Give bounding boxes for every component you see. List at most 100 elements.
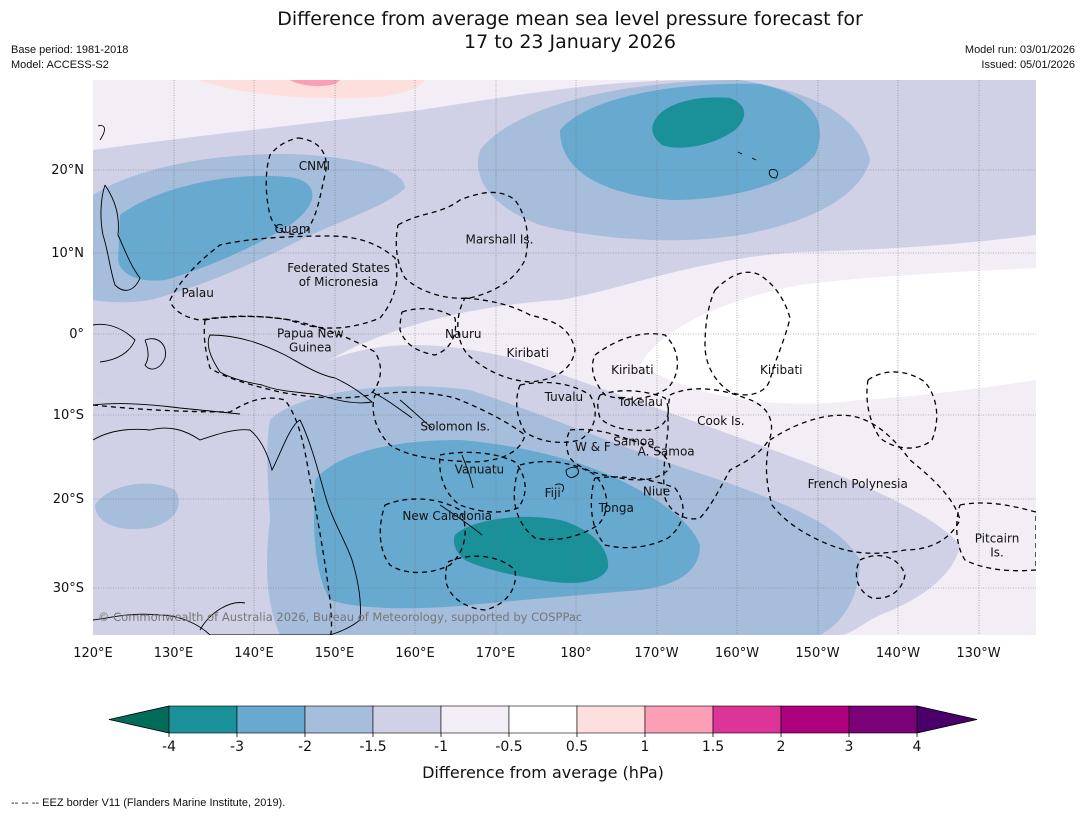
region-label-fiji: Fiji <box>545 486 561 500</box>
region-label-line: Tokelau <box>617 395 663 409</box>
colorbar-title: Difference from average (hPa) <box>422 763 664 782</box>
colorbar-label-2: -2 <box>298 739 312 755</box>
eez-png <box>203 315 382 399</box>
lon-label-5: 170°E <box>476 646 516 661</box>
colorbar-extend-high <box>916 705 978 734</box>
anomaly-white-north-pacific <box>640 268 1036 404</box>
colorbar-bin-2 <box>304 705 374 734</box>
region-label-solomon: Solomon Is. <box>420 420 490 434</box>
eez-kiribati-phoenix <box>591 333 679 400</box>
region-label-pitcairn: Pitcairn Is. <box>975 532 1020 560</box>
region-label-line: Guinea <box>289 341 332 355</box>
colorbar-label-8: 1.5 <box>702 739 724 755</box>
lon-label-4: 160°E <box>395 646 435 661</box>
pressure-anomaly-fields <box>93 80 1036 635</box>
colorbar-bin-1 <box>236 705 306 734</box>
coast-philippines <box>97 125 141 291</box>
eez-marquesas <box>866 371 938 449</box>
eez-solomon <box>372 391 526 463</box>
colorbar-bin-3 <box>372 705 442 734</box>
map-title: Difference from average mean sea level p… <box>0 8 1085 54</box>
eez-borders <box>93 137 1036 635</box>
region-label-line: CNMI <box>299 159 330 173</box>
anomaly-pink-core <box>290 80 340 87</box>
lon-label-7: 170°W <box>634 646 678 661</box>
lat-label-3: 10°S <box>53 408 84 423</box>
region-label-line: French Polynesia <box>808 477 908 491</box>
eez-kiribati-line <box>704 271 791 396</box>
region-label-line: Tonga <box>598 501 634 515</box>
region-label-line: Palau <box>181 286 213 300</box>
region-label-line: A. Samoa <box>638 444 695 458</box>
meta-right: Model run: 03/01/2026 Issued: 05/01/2026 <box>965 43 1075 73</box>
region-label-line: of Micronesia <box>299 275 379 289</box>
colorbar: -4 -3 -2 -1.5 -1 -0.5 0.5 1 1.5 2 3 4 <box>108 705 978 755</box>
region-label-asamoa: A. Samoa <box>638 444 695 458</box>
anomaly-teal-tasman <box>453 516 609 583</box>
lon-label-10: 140°W <box>876 646 920 661</box>
map-area: CNMI Guam Marshall Is. Federated States of M… <box>93 80 1036 635</box>
colorbar-bin-4 <box>440 705 510 734</box>
region-label-niue: Niue <box>643 484 670 498</box>
colorbar-bin-0 <box>168 705 238 734</box>
region-label-nauru: Nauru <box>445 327 481 341</box>
colorbar-label-7: 1 <box>641 739 650 755</box>
region-labels: CNMI Guam Marshall Is. Federated States of M… <box>181 159 1019 560</box>
lon-label-9: 150°W <box>795 646 839 661</box>
eez-nauru <box>399 307 457 356</box>
eez-vanuatu <box>439 451 526 513</box>
coastlines <box>93 125 779 635</box>
title-line-2: 17 to 23 January 2026 <box>464 31 676 53</box>
colorbar-label-5: -0.5 <box>495 739 522 755</box>
region-label-line: Niue <box>643 484 670 498</box>
lon-label-2: 140°E <box>234 646 274 661</box>
region-label-tuvalu: Tuvalu <box>544 390 584 404</box>
colorbar-extend-low <box>108 705 170 734</box>
latitude-labels: 20°N 10°N 0° 10°S 20°S 30°S <box>51 163 84 596</box>
colorbar-label-3: -1.5 <box>359 739 386 755</box>
region-label-line: Kiribati <box>506 346 548 360</box>
lat-label-1: 10°N <box>51 246 84 261</box>
region-label-line: Vanuatu <box>455 462 505 476</box>
eez-tuvalu <box>516 381 596 443</box>
lat-label-0: 20°N <box>51 163 84 178</box>
eez-wallis-samoa <box>565 428 671 481</box>
region-label-kiribati-c: Kiribati <box>611 363 653 377</box>
region-label-line: Marshall Is. <box>466 233 534 247</box>
lat-label-5: 30°S <box>53 581 84 596</box>
region-label-line: Papua New <box>277 327 344 341</box>
region-label-wf: W & F <box>575 440 611 454</box>
region-label-line: Federated States <box>287 261 389 275</box>
base-period: Base period: 1981-2018 <box>11 44 129 56</box>
copyright-notice: © Commonwealth of Australia 2026, Bureau… <box>98 610 582 624</box>
region-label-line: Guam <box>275 222 311 236</box>
lon-label-1: 130°E <box>154 646 194 661</box>
region-label-samoa: Samoa <box>613 434 654 448</box>
region-label-line: W & F <box>575 440 611 454</box>
lon-label-6: 180° <box>560 646 591 661</box>
region-label-line: Solomon Is. <box>420 420 490 434</box>
eez-pitcairn <box>956 502 1036 572</box>
region-label-line: Is. <box>990 546 1004 560</box>
region-label-frenchpoly: French Polynesia <box>808 477 908 491</box>
eez-lord-howe-norfolk <box>444 555 517 611</box>
colorbar-label-1: -3 <box>230 739 244 755</box>
lon-label-0: 120°E <box>73 646 113 661</box>
colorbar-bin-6 <box>576 705 646 734</box>
region-label-tokelau: Tokelau <box>617 395 663 409</box>
colorbar-label-4: -1 <box>434 739 448 755</box>
colorbar-label-0: -4 <box>162 739 176 755</box>
colorbar-label-10: 3 <box>845 739 854 755</box>
region-label-line: Nauru <box>445 327 481 341</box>
model-name: Model: ACCESS-S2 <box>11 59 109 71</box>
eez-australia <box>93 397 333 635</box>
region-label-guam: Guam <box>275 222 311 236</box>
coast-new-zealand <box>199 602 246 631</box>
title-line-1: Difference from average mean sea level p… <box>277 8 863 30</box>
region-label-fsm: Federated States of Micronesia <box>287 261 389 289</box>
coast-new-guinea <box>207 334 374 404</box>
lon-label-11: 130°W <box>956 646 1000 661</box>
lon-label-8: 160°W <box>715 646 759 661</box>
eez-footnote: -- -- -- EEZ border V11 (Flanders Marine… <box>11 797 286 809</box>
